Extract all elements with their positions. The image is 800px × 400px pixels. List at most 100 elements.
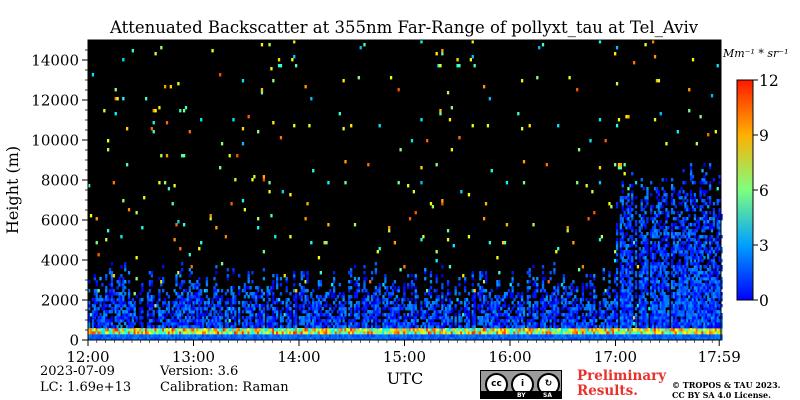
heatmap-cell — [621, 208, 624, 212]
heatmap-cell — [501, 313, 505, 317]
heatmap-cell — [686, 328, 689, 332]
heatmap-cell — [589, 328, 592, 332]
heatmap-cell — [684, 208, 687, 212]
heatmap-cell — [644, 235, 647, 239]
heatmap-cell — [257, 319, 260, 323]
heatmap-cell — [152, 319, 155, 323]
heatmap-cell — [336, 295, 340, 299]
heatmap-cell — [209, 217, 212, 221]
heatmap-cell — [162, 310, 165, 314]
heatmap-cell — [327, 292, 330, 296]
heatmap-cell — [663, 223, 666, 227]
heatmap-cell — [674, 322, 678, 326]
heatmap-cell — [357, 337, 360, 341]
heatmap-cell — [258, 319, 262, 323]
heatmap-cell — [665, 193, 668, 197]
heatmap-cell — [414, 292, 417, 296]
heatmap-cell — [348, 271, 351, 275]
heatmap-cell — [655, 205, 659, 209]
heatmap-cell — [469, 331, 472, 335]
heatmap-cell — [505, 181, 509, 185]
heatmap-cell — [171, 319, 174, 323]
heatmap-cell — [638, 334, 642, 338]
heatmap-cell — [272, 328, 275, 332]
heatmap-cell — [247, 277, 250, 281]
heatmap-cell — [89, 331, 93, 335]
heatmap-cell — [572, 331, 575, 335]
heatmap-cell — [293, 289, 296, 293]
heatmap-cell — [274, 235, 277, 239]
heatmap-cell — [114, 310, 117, 314]
heatmap-cell — [348, 337, 351, 341]
heatmap-cell — [249, 307, 252, 311]
heatmap-cell — [88, 322, 91, 326]
heatmap-cell — [686, 292, 689, 296]
heatmap-cell — [477, 295, 480, 299]
heatmap-cell — [300, 316, 303, 320]
heatmap-cell — [228, 307, 231, 311]
heatmap-cell — [355, 295, 359, 299]
heatmap-cell — [158, 334, 161, 338]
heatmap-cell — [680, 328, 683, 332]
heatmap-cell — [194, 301, 197, 305]
heatmap-cell — [646, 202, 649, 206]
heatmap-cell — [194, 307, 197, 311]
heatmap-cell — [410, 310, 414, 314]
heatmap-cell — [116, 331, 119, 335]
heatmap-cell — [408, 337, 412, 341]
heatmap-cell — [167, 328, 171, 332]
heatmap-cell — [672, 328, 676, 332]
heatmap-cell — [642, 187, 645, 191]
heatmap-cell — [604, 337, 607, 341]
heatmap-cell — [433, 313, 436, 317]
heatmap-cell — [148, 304, 152, 308]
heatmap-cell — [348, 298, 351, 302]
heatmap-cell — [357, 325, 360, 329]
heatmap-cell — [484, 325, 488, 329]
heatmap-cell — [564, 289, 567, 293]
heatmap-cell — [629, 184, 632, 188]
heatmap-cell — [511, 271, 514, 275]
heatmap-cell — [471, 55, 474, 59]
heatmap-cell — [342, 328, 345, 332]
heatmap-cell — [496, 313, 499, 317]
heatmap-cell — [589, 283, 592, 287]
heatmap-cell — [557, 334, 560, 338]
heatmap-cell — [663, 322, 666, 326]
heatmap-cell — [420, 181, 423, 185]
heatmap-cell — [317, 319, 321, 323]
heatmap-cell — [348, 328, 351, 332]
heatmap-cell — [355, 292, 359, 296]
heatmap-cell — [127, 319, 131, 323]
heatmap-cell — [129, 334, 133, 338]
heatmap-cell — [665, 211, 668, 215]
heatmap-cell — [627, 322, 630, 326]
heatmap-cell — [306, 271, 309, 275]
heatmap-cell — [629, 259, 632, 263]
heatmap-cell — [224, 334, 228, 338]
heatmap-cell — [179, 109, 182, 113]
heatmap-cell — [674, 283, 678, 287]
heatmap-cell — [515, 331, 518, 335]
heatmap-cell — [615, 124, 619, 128]
heatmap-cell — [653, 328, 657, 332]
heatmap-cell — [652, 286, 655, 290]
heatmap-cell — [245, 286, 248, 290]
heatmap-cell — [568, 334, 571, 338]
heatmap-cell — [661, 211, 664, 215]
heatmap-cell — [215, 304, 218, 308]
heatmap-cell — [631, 202, 634, 206]
heatmap-cell — [302, 310, 305, 314]
heatmap-cell — [198, 334, 201, 338]
heatmap-cell — [209, 322, 212, 326]
heatmap-cell — [460, 334, 463, 338]
heatmap-cell — [572, 319, 575, 323]
heatmap-cell — [631, 226, 634, 230]
heatmap-cell — [274, 307, 277, 311]
heatmap-cell — [629, 331, 632, 335]
heatmap-cell — [545, 325, 548, 329]
heatmap-cell — [405, 322, 408, 326]
heatmap-cell — [551, 301, 554, 305]
heatmap-cell — [464, 280, 467, 284]
heatmap-cell — [593, 322, 596, 326]
